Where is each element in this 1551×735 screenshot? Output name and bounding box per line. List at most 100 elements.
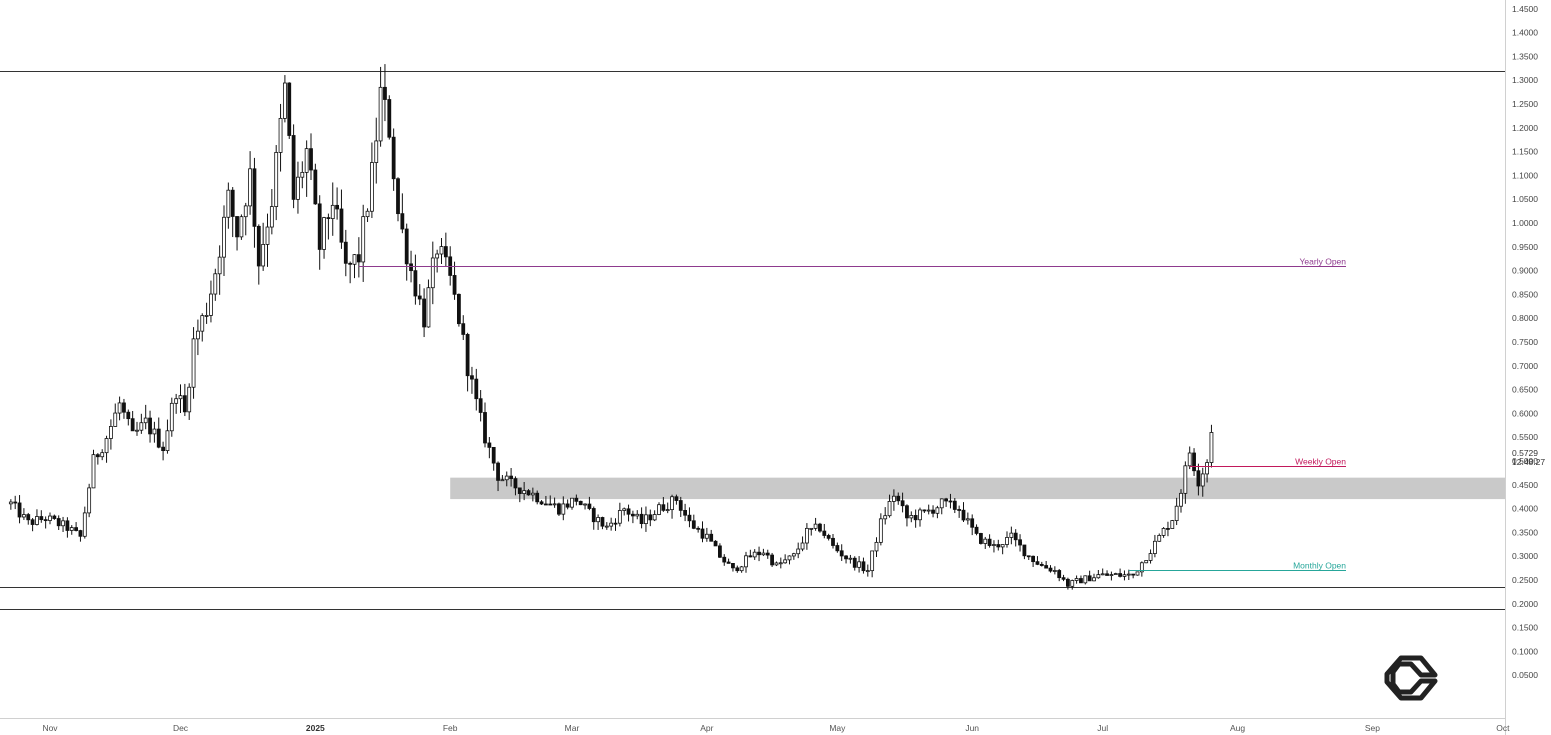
price-tick-label: 0.1500: [1512, 623, 1538, 633]
candle: [570, 497, 574, 510]
candle-body: [148, 417, 152, 435]
candle-body: [526, 490, 531, 496]
candle: [948, 493, 953, 509]
candle: [1200, 467, 1205, 497]
candle: [1018, 534, 1022, 552]
candle-body: [709, 533, 714, 542]
candle: [822, 523, 827, 539]
candle-body: [135, 429, 139, 432]
candle-body: [17, 502, 22, 518]
candle: [774, 561, 779, 567]
candle-body: [461, 323, 466, 335]
candle-body: [239, 216, 244, 238]
candle: [104, 435, 109, 463]
candle-body: [282, 82, 287, 119]
candle: [639, 507, 644, 529]
candle-body: [356, 254, 361, 263]
candle-body: [887, 501, 892, 517]
candle: [1209, 424, 1214, 468]
candle: [979, 532, 983, 545]
candle-body: [78, 530, 83, 537]
candle-body: [326, 217, 331, 220]
candle-body: [517, 487, 522, 494]
time-tick-label: Dec: [173, 723, 189, 733]
candle-body: [496, 462, 500, 481]
candle-body: [931, 509, 935, 514]
candle-body: [13, 501, 18, 504]
candle-body: [152, 428, 157, 435]
candle: [443, 232, 448, 267]
candle-body: [548, 503, 553, 506]
candle: [1166, 521, 1170, 537]
candle-body: [796, 548, 801, 555]
candle-body: [652, 514, 657, 521]
candle: [587, 496, 592, 511]
candle-body: [670, 496, 674, 511]
candle-body: [757, 551, 761, 556]
candle-body: [248, 168, 253, 207]
candle: [391, 128, 396, 191]
candle: [165, 419, 170, 454]
candle: [657, 502, 661, 516]
candle-body: [617, 510, 622, 524]
candle-body: [530, 492, 535, 496]
candle: [918, 507, 922, 527]
candle: [939, 498, 944, 515]
candle-body: [117, 402, 122, 414]
candle-body: [609, 522, 614, 527]
candle: [870, 550, 875, 578]
candle: [548, 495, 553, 506]
candle-body: [791, 553, 796, 557]
candle: [757, 546, 761, 562]
candle: [1013, 529, 1018, 547]
candle-body: [744, 555, 748, 568]
candle-body: [1126, 573, 1131, 576]
candle-body: [848, 557, 853, 560]
candle-body: [748, 555, 753, 558]
candle: [844, 555, 848, 564]
candle-body: [1148, 553, 1153, 561]
candle: [783, 554, 788, 564]
candle-body: [722, 556, 727, 563]
price-tick-label: 0.9500: [1512, 242, 1538, 252]
candles-layer: [8, 64, 1214, 590]
candle: [78, 529, 83, 542]
candle-body: [182, 395, 187, 413]
candle: [87, 483, 92, 518]
candle-body: [204, 315, 209, 317]
candle-body: [113, 412, 118, 427]
time-axis[interactable]: Nov Dec 2025 Feb Mar Apr May Jun Jul Aug Sep Oct: [0, 718, 1510, 734]
candle-body: [1048, 567, 1053, 572]
candle: [30, 517, 35, 532]
candle: [296, 161, 300, 214]
candle-body: [883, 515, 888, 520]
candle: [687, 507, 692, 528]
candle-body: [274, 152, 279, 207]
candle: [974, 524, 979, 536]
candle: [174, 393, 179, 414]
candle: [491, 446, 496, 471]
candle: [1096, 569, 1101, 579]
candle: [752, 549, 757, 560]
candle-body: [291, 135, 296, 200]
candle: [696, 526, 701, 533]
candle: [665, 502, 670, 514]
candle-body: [43, 519, 48, 522]
candle-body: [504, 475, 509, 481]
candle: [82, 506, 87, 539]
candle-body: [570, 497, 574, 508]
candle: [1048, 565, 1053, 573]
candle: [383, 64, 387, 122]
candle-body: [918, 509, 922, 521]
price-axis[interactable]: 1.50001.45001.40001.35001.30001.25001.20…: [1505, 0, 1539, 735]
candle: [335, 187, 340, 220]
candle: [865, 564, 870, 577]
candle-body: [604, 525, 609, 528]
candle: [61, 516, 65, 533]
candle-body: [187, 386, 192, 413]
candle: [731, 563, 735, 572]
candle: [496, 461, 500, 492]
candle: [609, 517, 614, 531]
candle-body: [265, 226, 270, 245]
